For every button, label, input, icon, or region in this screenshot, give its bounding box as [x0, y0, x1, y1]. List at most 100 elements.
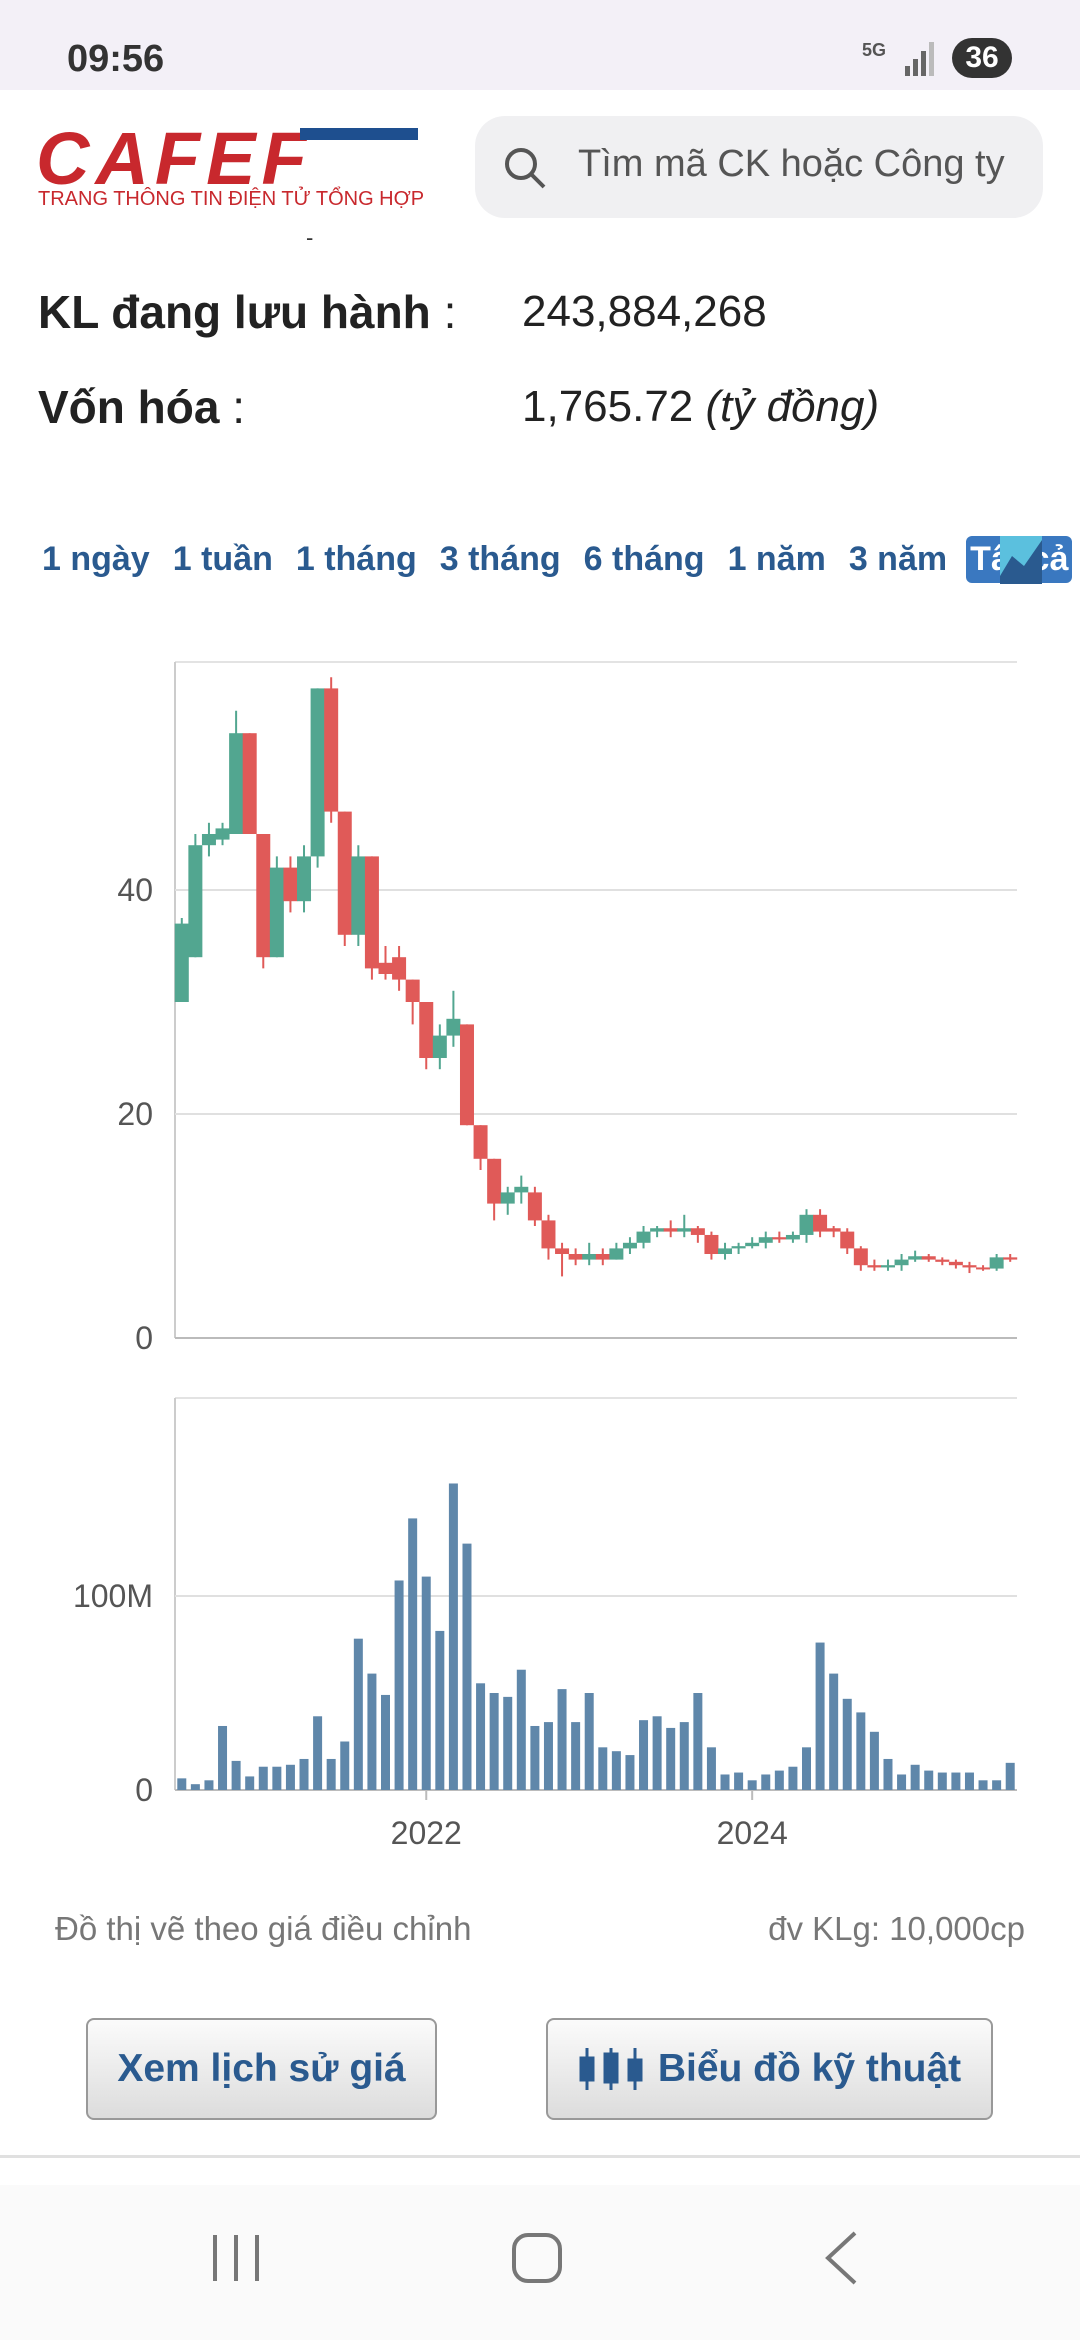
volume-bar: [340, 1741, 350, 1790]
candle-body: [351, 856, 366, 935]
x-tick-label: 2022: [391, 1815, 462, 1851]
logo-stripe: [300, 128, 418, 140]
volume-bar: [435, 1630, 445, 1790]
note: đv KLg: 10,000cp: [768, 1910, 1025, 1947]
volume-bar: [706, 1747, 716, 1790]
volume-bar: [408, 1518, 418, 1790]
volume-bar: [788, 1766, 798, 1790]
candle-body: [718, 1248, 733, 1254]
volume-bar: [503, 1696, 513, 1790]
label: KL đang lưu hành: [38, 286, 431, 338]
button-label: Biểu đồ kỹ thuật: [657, 2047, 962, 2090]
search-box[interactable]: [475, 116, 1043, 218]
candle-body: [201, 834, 216, 846]
candle-body: [976, 1267, 991, 1270]
candle-body: [242, 733, 257, 834]
candle-body: [297, 856, 312, 902]
volume-bar: [951, 1772, 961, 1790]
network: 5G: [862, 40, 887, 60]
candle-body: [677, 1228, 692, 1232]
volume-bar: [313, 1716, 323, 1790]
volume-bar: [924, 1770, 934, 1790]
volume-bar: [177, 1778, 187, 1790]
volume-bar: [829, 1673, 839, 1790]
volume-bar: [231, 1760, 241, 1790]
candle-body: [229, 733, 244, 834]
volume-bar: [856, 1712, 866, 1790]
volume-bar: [245, 1776, 255, 1790]
candle-body: [527, 1192, 542, 1221]
logo[interactable]: CAFEF: [36, 117, 313, 200]
volume-bar: [652, 1716, 662, 1790]
search-placeholder: Tìm mã CK hoặc Công ty: [578, 143, 1005, 185]
candle-icon: [579, 2048, 643, 2090]
candle-body: [487, 1158, 502, 1204]
candle-body: [568, 1254, 583, 1260]
volume-bar: [394, 1580, 404, 1790]
unit: (tỷ đồng): [705, 382, 880, 431]
stat-value: 243,884,268: [522, 287, 767, 336]
period-tab[interactable]: 1 ngày: [42, 540, 150, 578]
volume-bar: [802, 1747, 811, 1790]
y-tick-label: 0: [135, 1320, 153, 1356]
candle-body: [392, 957, 407, 980]
candle-body: [622, 1242, 637, 1249]
volume-bar: [815, 1642, 825, 1790]
candle-body: [446, 1018, 461, 1036]
tagline: TRANG THÔNG TIN ĐIỆN TỬ TỔNG HỢP: [38, 188, 425, 210]
candle-body: [663, 1228, 678, 1232]
x-tick-label: 2024: [717, 1815, 788, 1851]
volume-bar: [598, 1747, 608, 1790]
status-time: 09:56: [67, 38, 165, 80]
candle-body: [758, 1237, 773, 1243]
candle-body: [364, 856, 379, 969]
battery: 36: [952, 38, 1012, 78]
candle-body: [772, 1237, 787, 1240]
value: 1,765.72: [522, 382, 694, 431]
volume-bar: [258, 1766, 268, 1790]
volume-bar: [897, 1774, 907, 1790]
candle-body: [745, 1242, 760, 1247]
candle-body: [500, 1192, 515, 1204]
volume-bar: [584, 1693, 594, 1790]
period-tab[interactable]: 1 năm: [727, 540, 826, 578]
candle-body: [880, 1265, 895, 1268]
candle-body: [459, 1024, 474, 1126]
chart-type-icon[interactable]: [1000, 536, 1042, 584]
period-tab[interactable]: 3 tháng: [439, 540, 561, 578]
y-tick-label: 20: [117, 1096, 153, 1132]
volume-bar: [272, 1766, 282, 1790]
volume-bar: [774, 1770, 784, 1790]
volume-bar: [543, 1722, 553, 1790]
period-tab[interactable]: 6 tháng: [583, 540, 705, 578]
volume-bar: [190, 1784, 200, 1790]
candle-body: [555, 1248, 570, 1254]
volume-bar: [666, 1727, 676, 1790]
period-tab[interactable]: 3 năm: [848, 540, 948, 578]
candle-body: [337, 811, 352, 935]
volume-bar: [367, 1673, 377, 1790]
candle-body: [636, 1231, 651, 1243]
period-tabs: 1 ngày 1 tuần 1 tháng 3 tháng 6 tháng 1 năm 3 …: [38, 536, 1073, 583]
volume-bar: [421, 1576, 431, 1790]
candle-body: [582, 1254, 597, 1260]
stat-label: Vốn hóa :: [38, 380, 245, 434]
period-tab[interactable]: 1 tuần: [172, 540, 273, 578]
candle-body: [473, 1125, 488, 1159]
volume-bar: [679, 1722, 689, 1790]
technical-button[interactable]: Biểu đồ kỹ thuật: [546, 2018, 993, 2120]
nav-bar: [0, 2185, 1080, 2340]
candle-body: [704, 1234, 719, 1254]
volume-bar: [218, 1725, 228, 1790]
candle-body: [269, 867, 284, 958]
search-icon: [505, 148, 546, 189]
volume-bar: [842, 1698, 852, 1790]
candle-body: [989, 1257, 1004, 1269]
candle-body: [650, 1228, 665, 1232]
candle-body: [921, 1256, 936, 1260]
history-button[interactable]: Xem lịch sử giá: [86, 2018, 437, 2120]
volume-bar: [326, 1758, 336, 1790]
period-tab[interactable]: 1 tháng: [295, 540, 417, 578]
candle-body: [595, 1254, 610, 1260]
